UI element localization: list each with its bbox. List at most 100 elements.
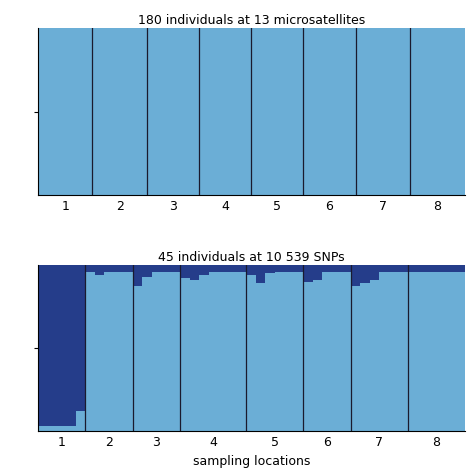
Bar	[55, 28, 57, 195]
Bar	[457, 28, 460, 195]
Bar	[301, 28, 303, 195]
Bar	[360, 28, 363, 195]
Bar	[171, 272, 180, 431]
Bar	[62, 28, 64, 195]
Bar	[370, 28, 372, 195]
Bar	[149, 28, 152, 195]
Bar	[38, 28, 40, 195]
Bar	[417, 265, 427, 272]
Bar	[294, 272, 303, 431]
Bar	[171, 265, 180, 272]
Bar	[348, 28, 351, 195]
Bar	[128, 28, 130, 195]
Bar	[185, 28, 187, 195]
Bar	[114, 265, 123, 272]
Bar	[237, 265, 246, 272]
Bar	[322, 272, 332, 431]
Bar	[52, 28, 55, 195]
Bar	[273, 28, 275, 195]
Bar	[40, 28, 43, 195]
Bar	[164, 28, 166, 195]
Bar	[289, 28, 292, 195]
Bar	[436, 28, 438, 195]
Bar	[218, 28, 220, 195]
Bar	[258, 28, 261, 195]
Bar	[218, 272, 228, 431]
Bar	[171, 28, 173, 195]
Bar	[246, 28, 249, 195]
Bar	[398, 272, 408, 431]
Bar	[422, 28, 424, 195]
Bar	[199, 265, 209, 275]
Bar	[142, 265, 152, 276]
Bar	[137, 28, 140, 195]
Bar	[182, 28, 185, 195]
Bar	[379, 272, 389, 431]
Bar	[363, 28, 365, 195]
Bar	[38, 426, 47, 431]
Bar	[166, 28, 168, 195]
Bar	[209, 272, 218, 431]
Bar	[85, 265, 95, 272]
Bar	[147, 28, 149, 195]
Bar	[47, 426, 57, 431]
Bar	[228, 265, 237, 272]
Bar	[133, 286, 142, 431]
Bar	[126, 28, 128, 195]
Bar	[282, 28, 284, 195]
Bar	[280, 28, 282, 195]
Bar	[209, 28, 211, 195]
Bar	[220, 28, 223, 195]
Bar	[85, 28, 88, 195]
Bar	[405, 28, 408, 195]
Bar	[429, 28, 431, 195]
Bar	[341, 272, 351, 431]
Bar	[135, 28, 137, 195]
Bar	[66, 426, 76, 431]
Bar	[337, 28, 339, 195]
X-axis label: sampling locations: sampling locations	[192, 455, 310, 468]
Bar	[389, 272, 398, 431]
Bar	[187, 28, 190, 195]
Bar	[310, 28, 313, 195]
Bar	[427, 28, 429, 195]
Bar	[412, 28, 415, 195]
Bar	[192, 28, 194, 195]
Bar	[318, 28, 320, 195]
Bar	[211, 28, 213, 195]
Bar	[213, 28, 216, 195]
Bar	[107, 28, 109, 195]
Bar	[374, 28, 377, 195]
Bar	[130, 28, 133, 195]
Bar	[104, 272, 114, 431]
Bar	[356, 28, 358, 195]
Bar	[431, 28, 434, 195]
Bar	[111, 28, 114, 195]
Bar	[367, 28, 370, 195]
Bar	[377, 28, 379, 195]
Bar	[261, 28, 263, 195]
Bar	[142, 28, 145, 195]
Bar	[303, 282, 313, 431]
Bar	[57, 426, 66, 431]
Bar	[372, 28, 374, 195]
Bar	[140, 28, 142, 195]
Bar	[434, 28, 436, 195]
Bar	[292, 28, 294, 195]
Bar	[265, 28, 268, 195]
Bar	[199, 275, 209, 431]
Bar	[230, 28, 232, 195]
Bar	[284, 272, 294, 431]
Bar	[57, 28, 59, 195]
Bar	[408, 28, 410, 195]
Bar	[313, 265, 322, 280]
Bar	[251, 28, 254, 195]
Bar	[190, 280, 199, 431]
Bar	[57, 265, 66, 426]
Bar	[95, 28, 97, 195]
Bar	[71, 28, 73, 195]
Bar	[277, 28, 280, 195]
Bar	[225, 28, 228, 195]
Bar	[360, 265, 370, 283]
Bar	[38, 265, 47, 426]
